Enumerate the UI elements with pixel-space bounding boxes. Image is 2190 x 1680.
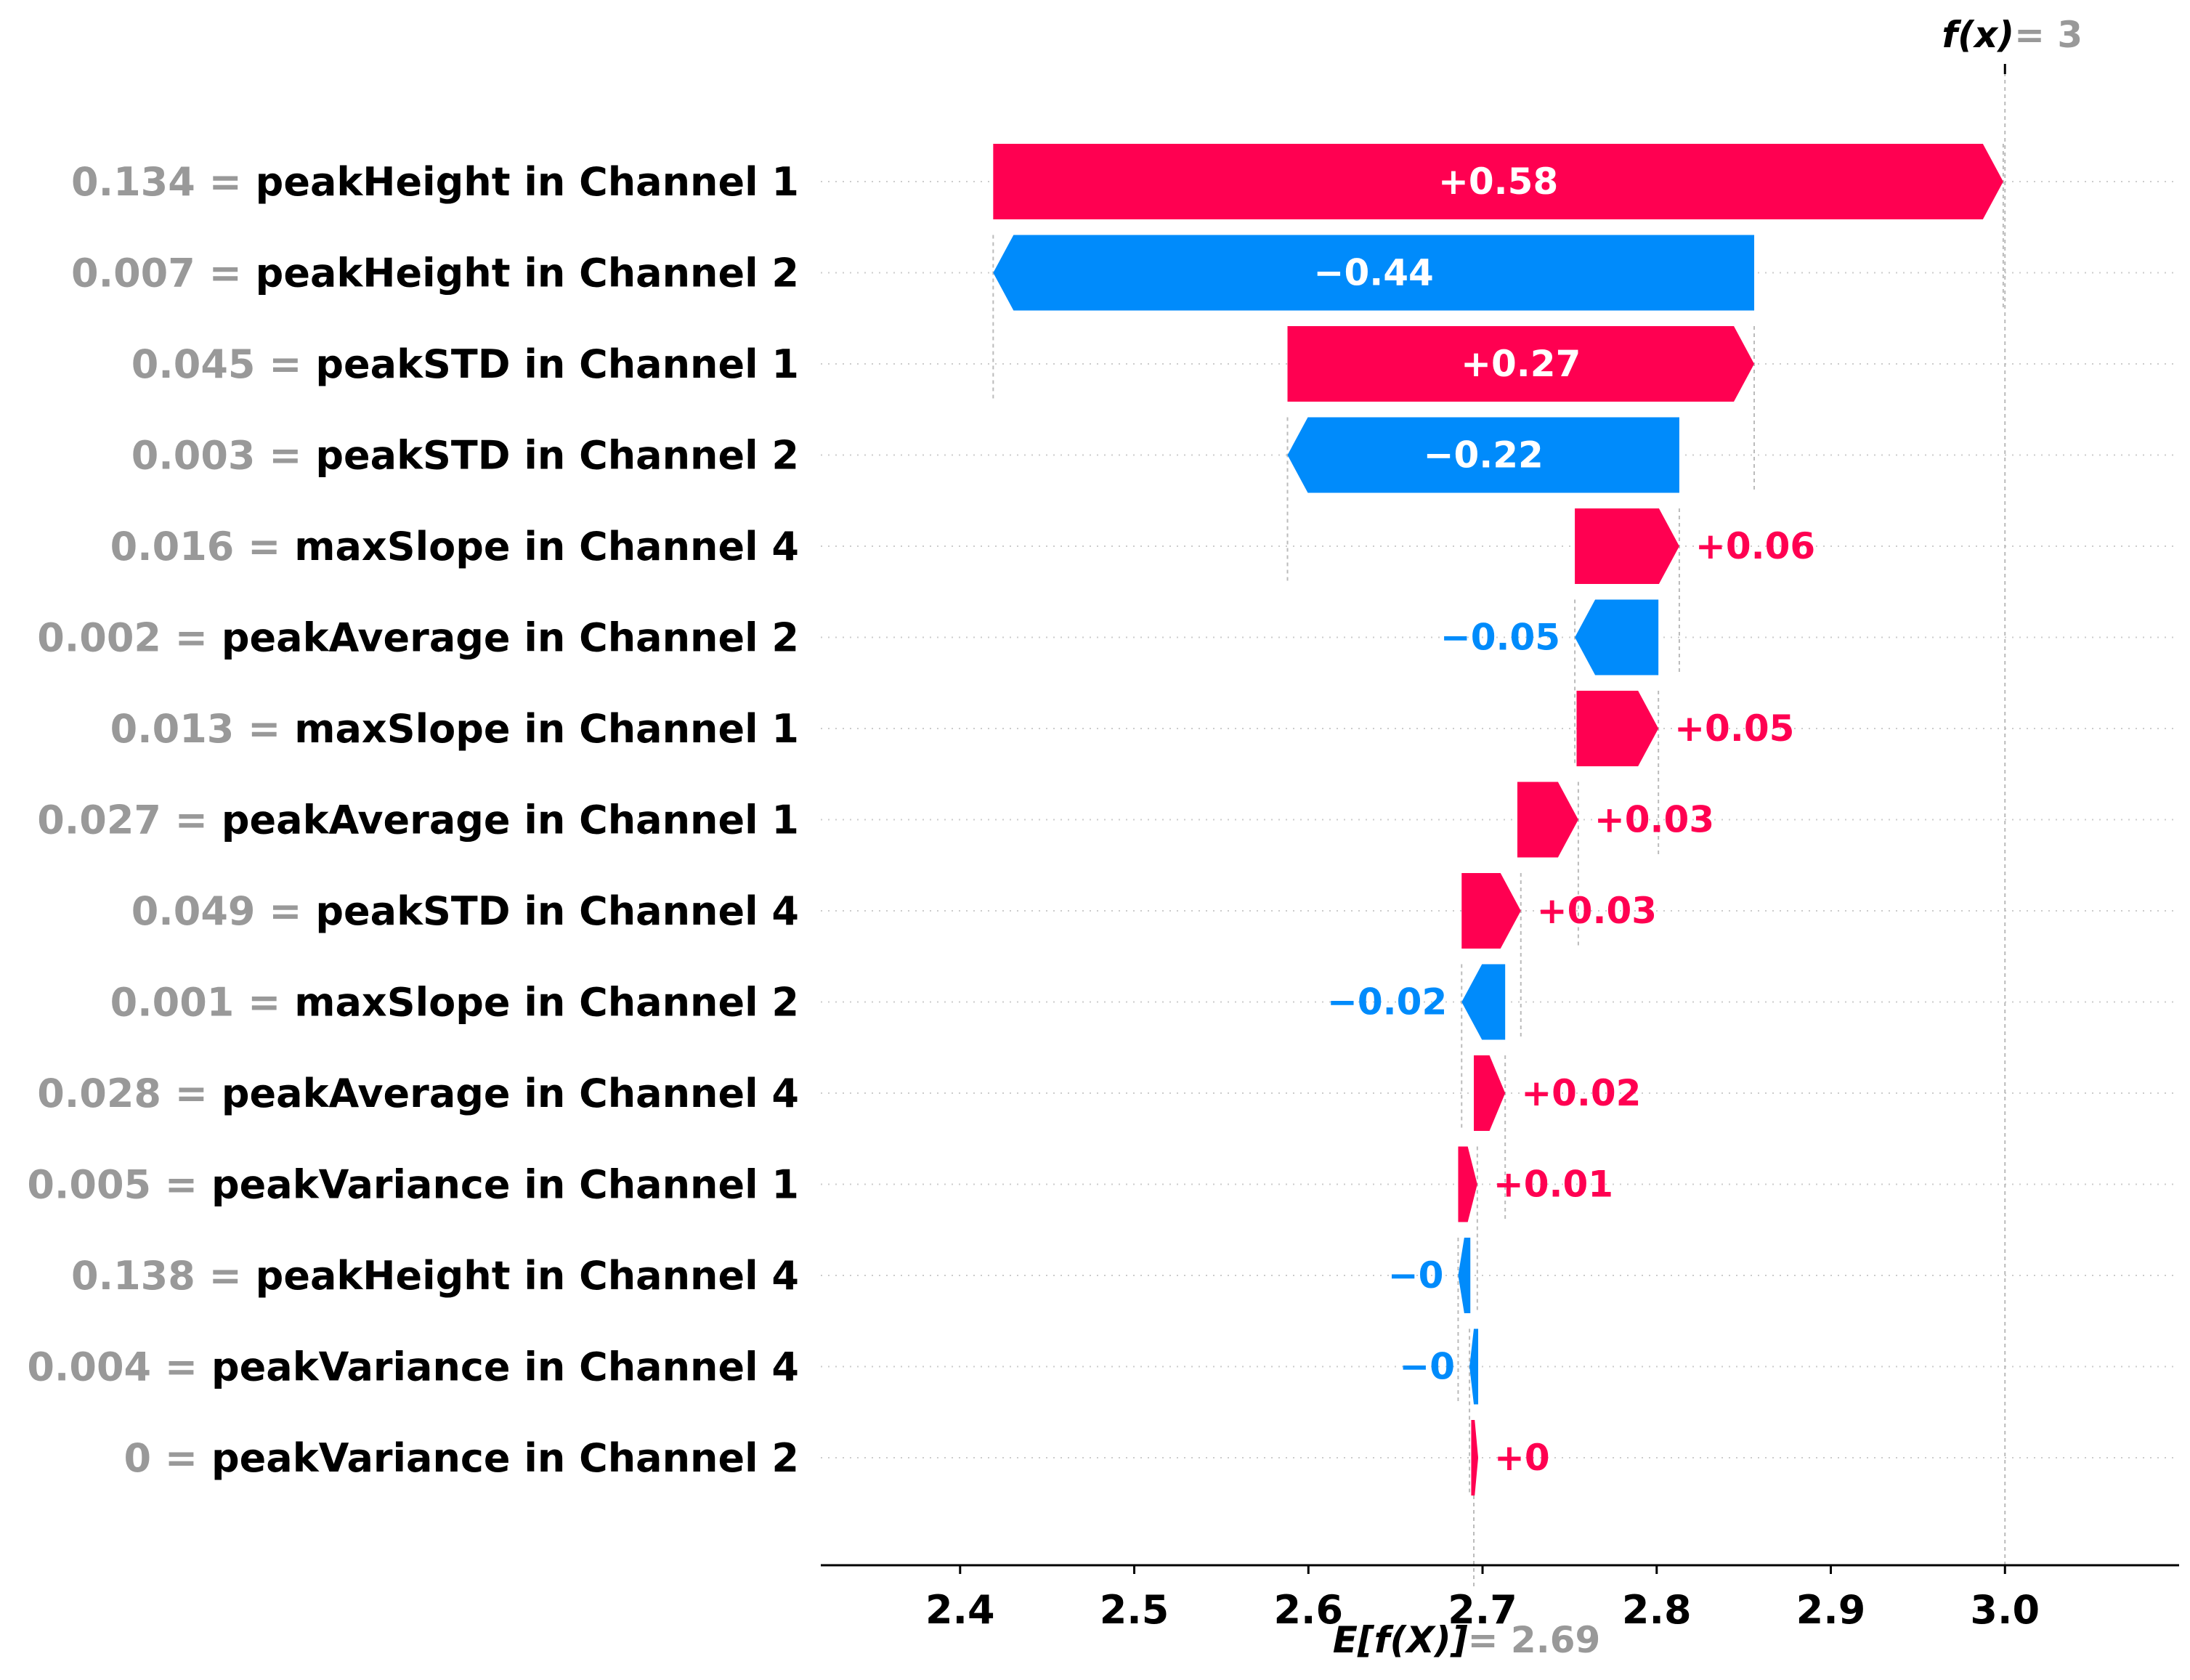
bar-value-label: −0 <box>1399 1346 1455 1388</box>
waterfall-bar <box>1458 1146 1477 1222</box>
waterfall-bar <box>993 235 1755 311</box>
bar-value-label: +0.58 <box>1438 161 1558 203</box>
feature-name: peakAverage in Channel 1 <box>208 798 799 843</box>
feature-label: 0.016 = maxSlope in Channel 4 <box>110 524 799 569</box>
bar-value-label: −0 <box>1388 1254 1444 1296</box>
feature-label: 0.045 = peakSTD in Channel 1 <box>131 341 799 387</box>
waterfall-bar <box>1576 691 1659 766</box>
feature-label: 0.028 = peakAverage in Channel 4 <box>37 1071 799 1116</box>
bar-value-label: +0.02 <box>1521 1072 1641 1114</box>
feature-name: peakHeight in Channel 4 <box>242 1253 799 1299</box>
feature-value: 0.045 = <box>131 341 302 387</box>
feature-name: peakVariance in Channel 1 <box>198 1162 799 1208</box>
feature-value: 0.013 = <box>110 706 281 752</box>
feature-label: 0.134 = peakHeight in Channel 1 <box>71 159 799 205</box>
bar-value-label: −0.05 <box>1440 617 1560 659</box>
base-value-label: E[f(X)] <box>1333 1619 1468 1661</box>
feature-value: 0.005 = <box>27 1162 198 1208</box>
feature-label: 0.001 = maxSlope in Channel 2 <box>110 980 799 1026</box>
feature-value: 0.004 = <box>27 1344 198 1390</box>
x-tick-label: 2.5 <box>1100 1587 1169 1633</box>
feature-label: 0.003 = peakSTD in Channel 2 <box>131 433 799 479</box>
bar-value-label: +0.03 <box>1594 799 1714 841</box>
waterfall-bar <box>1458 1238 1471 1313</box>
bar-value-label: +0.01 <box>1493 1164 1613 1206</box>
bar-value-label: −0.02 <box>1327 981 1447 1023</box>
waterfall-bar <box>1471 1420 1479 1496</box>
waterfall-bar <box>1287 326 1755 402</box>
connector-lines <box>992 65 2006 1587</box>
bar-value-label: +0 <box>1494 1437 1550 1479</box>
feature-value: 0.016 = <box>110 524 281 569</box>
bars <box>993 144 2003 1496</box>
waterfall-bar <box>1575 599 1659 675</box>
waterfall-bar <box>1469 1328 1479 1405</box>
row-gridlines <box>821 181 2179 1458</box>
feature-value: 0.027 = <box>37 798 208 843</box>
x-tick-label: 2.7 <box>1448 1587 1517 1633</box>
bar-value-label: +0.27 <box>1461 343 1581 385</box>
feature-name: maxSlope in Channel 1 <box>280 706 799 752</box>
output-value-annotation: f(x)= 3 <box>1942 14 2082 56</box>
feature-value: 0.002 = <box>37 615 208 661</box>
feature-value: 0 = <box>124 1435 198 1481</box>
base-value-annotation: E[f(X)]= 2.69 <box>1333 1619 1601 1661</box>
bar-value-label: −0.22 <box>1424 434 1544 476</box>
bar-value-label: +0.03 <box>1537 890 1657 932</box>
feature-name: maxSlope in Channel 2 <box>280 980 799 1026</box>
feature-name: peakAverage in Channel 4 <box>208 1071 799 1116</box>
feature-label: 0.049 = peakSTD in Channel 4 <box>131 888 799 934</box>
feature-value: 0.001 = <box>110 980 281 1026</box>
waterfall-bar <box>993 144 2003 219</box>
feature-label: 0.007 = peakHeight in Channel 2 <box>71 251 799 296</box>
feature-label: 0.138 = peakHeight in Channel 4 <box>71 1253 799 1299</box>
feature-name: peakHeight in Channel 1 <box>242 159 799 205</box>
x-tick-label: 3.0 <box>1970 1587 2040 1633</box>
feature-label: 0.004 = peakVariance in Channel 4 <box>27 1344 799 1390</box>
bar-value-label: −0.44 <box>1314 252 1434 294</box>
feature-name: peakSTD in Channel 1 <box>302 341 799 387</box>
feature-name: peakSTD in Channel 4 <box>302 888 799 934</box>
feature-name: peakVariance in Channel 2 <box>198 1435 799 1481</box>
feature-name: peakSTD in Channel 2 <box>302 433 799 479</box>
feature-value: 0.049 = <box>131 888 302 934</box>
x-tick-label: 2.8 <box>1622 1587 1692 1633</box>
bar-value-label: +0.05 <box>1674 707 1794 750</box>
feature-name: maxSlope in Channel 4 <box>280 524 799 569</box>
feature-label: 0.005 = peakVariance in Channel 1 <box>27 1162 799 1208</box>
output-value-number: = 3 <box>2014 14 2082 56</box>
feature-label: 0.027 = peakAverage in Channel 1 <box>37 798 799 843</box>
base-value-number: = 2.69 <box>1468 1619 1601 1661</box>
feature-labels: 0.134 = peakHeight in Channel 1 +0.58 0.00… <box>27 159 1815 1481</box>
waterfall-bar <box>1517 782 1578 858</box>
feature-label: 0.013 = maxSlope in Channel 1 <box>110 706 799 752</box>
feature-value: 0.138 = <box>71 1253 242 1299</box>
waterfall-bar <box>1461 873 1521 949</box>
waterfall-bar <box>1474 1055 1506 1131</box>
feature-value: 0.134 = <box>71 159 242 205</box>
feature-value: 0.007 = <box>71 251 242 296</box>
x-tick-label: 2.9 <box>1796 1587 1866 1633</box>
feature-label: 0.002 = peakAverage in Channel 2 <box>37 615 799 661</box>
x-tick-label: 2.4 <box>925 1587 995 1633</box>
feature-name: peakHeight in Channel 2 <box>242 251 799 296</box>
feature-value: 0.003 = <box>131 433 302 479</box>
waterfall-bar <box>1287 417 1679 493</box>
feature-name: peakVariance in Channel 4 <box>198 1344 799 1390</box>
x-tick-label: 2.6 <box>1273 1587 1343 1633</box>
annotations: E[f(X)]= 2.69 f(x)= 3 <box>1333 14 2082 1661</box>
x-axis: 2.4 2.5 2.6 2.7 2.8 2.9 3.0 <box>821 64 2179 1633</box>
waterfall-bar <box>1575 508 1679 584</box>
feature-name: peakAverage in Channel 2 <box>208 615 799 661</box>
feature-value: 0.028 = <box>37 1071 208 1116</box>
feature-label: 0 = peakVariance in Channel 2 <box>124 1435 799 1481</box>
waterfall-bar <box>1461 964 1506 1040</box>
output-value-label: f(x) <box>1942 14 2014 56</box>
bar-value-label: +0.06 <box>1695 525 1815 567</box>
